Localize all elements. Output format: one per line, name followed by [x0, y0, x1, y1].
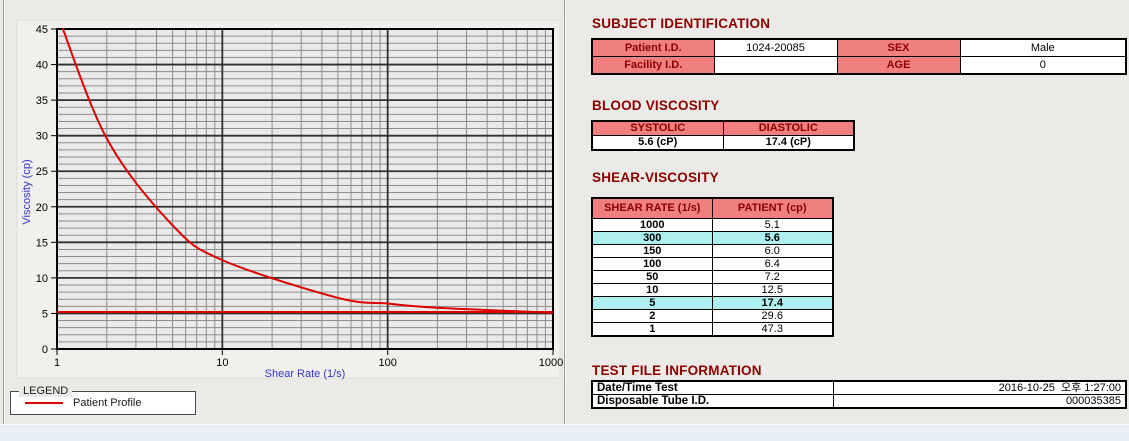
- svg-text:10: 10: [216, 357, 228, 369]
- patient-id-label: Patient I.D.: [591, 38, 715, 57]
- date-time-test-value: 2016-10-25 오후 1:27:00: [832, 380, 1127, 395]
- svg-text:1: 1: [54, 357, 60, 369]
- subject-identification-table: Patient I.D. 1024-20085 SEX Male Facilit…: [591, 38, 1127, 75]
- svg-text:5: 5: [42, 308, 48, 320]
- patient-viscosity-cell: 47.3: [711, 322, 834, 337]
- patient-viscosity-cell: 7.2: [711, 270, 834, 284]
- patient-viscosity-cell: 5.1: [711, 218, 834, 232]
- legend-line-swatch: [25, 402, 63, 404]
- facility-id-value: [713, 56, 838, 75]
- table-row: Date/Time Test 2016-10-25 오후 1:27:00: [591, 380, 1127, 395]
- diastolic-header: DIASTOLIC: [722, 120, 855, 136]
- subject-identification-heading: SUBJECT IDENTIFICATION: [592, 16, 771, 31]
- systolic-value: 5.6 (cP): [591, 135, 724, 151]
- shear-rate-cell: 100: [591, 257, 713, 271]
- shear-viscosity-row: 100 6.4: [591, 257, 834, 271]
- date-time-test-label: Date/Time Test: [591, 380, 834, 395]
- test-file-information-heading: TEST FILE INFORMATION: [592, 363, 762, 378]
- blood-viscosity-heading: BLOOD VISCOSITY: [592, 98, 720, 113]
- shear-rate-cell: 300: [591, 231, 713, 245]
- shear-rate-cell: 2: [591, 309, 713, 323]
- panel-splitter: [564, 0, 565, 424]
- legend-series-label: Patient Profile: [73, 397, 142, 409]
- shear-viscosity-row: 300 5.6: [591, 231, 834, 245]
- patient-viscosity-cell: 6.4: [711, 257, 834, 271]
- test-file-information-table: Date/Time Test 2016-10-25 오후 1:27:00 Dis…: [591, 380, 1127, 409]
- blood-viscosity-table: SYSTOLIC DIASTOLIC 5.6 (cP) 17.4 (cP): [591, 120, 855, 151]
- table-row: SYSTOLIC DIASTOLIC: [591, 120, 855, 136]
- patient-viscosity-cell: 6.0: [711, 244, 834, 258]
- systolic-header: SYSTOLIC: [591, 120, 724, 136]
- patient-viscosity-cell: 5.6: [711, 231, 834, 245]
- age-value: 0: [959, 56, 1127, 75]
- shear-viscosity-row: 5 17.4: [591, 296, 834, 310]
- panel-splitter-highlight: [565, 0, 566, 424]
- svg-text:Viscosity (cp): Viscosity (cp): [21, 159, 33, 224]
- disposable-tube-id-label: Disposable Tube I.D.: [591, 394, 834, 409]
- shear-viscosity-row: 150 6.0: [591, 244, 834, 258]
- series-patient-profile: [61, 28, 554, 314]
- table-row: 5.6 (cP) 17.4 (cP): [591, 135, 855, 151]
- viscosity-chart: 0 5 10 15 20 25 30 35 40 45 1 10 100 1000 Shear Rate (…: [0, 0, 565, 385]
- shear-rate-cell: 150: [591, 244, 713, 258]
- svg-text:45: 45: [36, 24, 48, 36]
- table-row: Patient I.D. 1024-20085 SEX Male: [591, 38, 1127, 57]
- svg-text:100: 100: [378, 357, 396, 369]
- patient-id-value: 1024-20085: [713, 38, 838, 57]
- table-header-row: SHEAR RATE (1/s) PATIENT (cp): [591, 197, 834, 219]
- shear-rate-cell: 5: [591, 296, 713, 310]
- svg-text:30: 30: [36, 131, 48, 143]
- facility-id-label: Facility I.D.: [591, 56, 715, 75]
- shear-viscosity-row: 50 7.2: [591, 270, 834, 284]
- shear-viscosity-row: 10 12.5: [591, 283, 834, 297]
- window-bottom-bar: [0, 424, 1129, 441]
- shear-rate-cell: 1: [591, 322, 713, 337]
- age-label: AGE: [836, 56, 961, 75]
- svg-text:35: 35: [36, 95, 48, 107]
- patient-viscosity-cell: 29.6: [711, 309, 834, 323]
- svg-text:10: 10: [36, 273, 48, 285]
- svg-text:25: 25: [36, 166, 48, 178]
- shear-rate-cell: 1000: [591, 218, 713, 232]
- svg-text:20: 20: [36, 202, 48, 214]
- diastolic-value: 17.4 (cP): [722, 135, 855, 151]
- svg-text:Shear Rate (1/s): Shear Rate (1/s): [265, 368, 346, 380]
- sex-label: SEX: [836, 38, 961, 57]
- shear-viscosity-heading: SHEAR-VISCOSITY: [592, 170, 719, 185]
- table-row: Facility I.D. AGE 0: [591, 56, 1127, 75]
- svg-text:1000: 1000: [539, 357, 563, 369]
- legend-entry: Patient Profile: [25, 392, 195, 414]
- disposable-tube-id-value: 000035385: [832, 394, 1127, 409]
- shear-rate-cell: 50: [591, 270, 713, 284]
- legend-title: LEGEND: [19, 385, 73, 397]
- patient-header: PATIENT (cp): [711, 197, 834, 219]
- svg-text:0: 0: [42, 344, 48, 356]
- svg-text:40: 40: [36, 60, 48, 72]
- patient-viscosity-cell: 17.4: [711, 296, 834, 310]
- svg-text:15: 15: [36, 237, 48, 249]
- shear-rate-header: SHEAR RATE (1/s): [591, 197, 713, 219]
- patient-viscosity-cell: 12.5: [711, 283, 834, 297]
- shear-viscosity-row: 1 47.3: [591, 322, 834, 337]
- shear-rate-cell: 10: [591, 283, 713, 297]
- chart-legend: LEGEND Patient Profile: [10, 385, 196, 415]
- shear-viscosity-table: SHEAR RATE (1/s) PATIENT (cp) 1000 5.1 300…: [591, 197, 834, 337]
- table-row: Disposable Tube I.D. 000035385: [591, 394, 1127, 409]
- shear-viscosity-row: 2 29.6: [591, 309, 834, 323]
- sex-value: Male: [959, 38, 1127, 57]
- panel-left-border-highlight: [4, 0, 5, 424]
- shear-viscosity-row: 1000 5.1: [591, 218, 834, 232]
- viscosity-chart-svg: 0 5 10 15 20 25 30 35 40 45 1 10 100 1000 Shear Rate (…: [16, 19, 563, 380]
- panel-left-border: [3, 0, 4, 424]
